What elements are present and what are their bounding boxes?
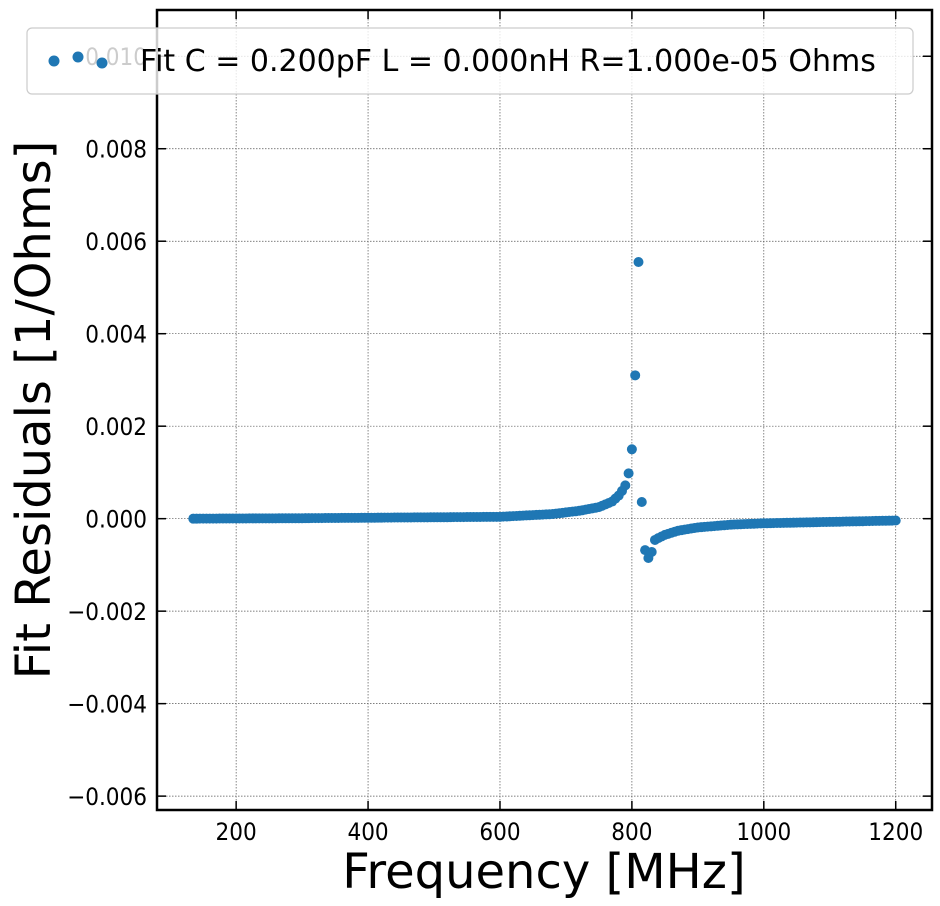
data-point bbox=[620, 480, 631, 491]
plot-frame bbox=[155, 8, 934, 812]
x-tick-label: 200 bbox=[216, 818, 257, 846]
y-tick-label: 0.002 bbox=[85, 413, 147, 441]
grid-lines bbox=[157, 10, 932, 810]
x-tick-label: 1000 bbox=[736, 818, 791, 846]
y-tick-label: −0.004 bbox=[67, 691, 147, 719]
legend-label: Fit C = 0.200pF L = 0.000nH R=1.000e-05 … bbox=[140, 44, 876, 79]
y-tick-label: −0.002 bbox=[67, 598, 147, 626]
data-point bbox=[626, 444, 637, 455]
y-axis-label: Fit Residuals [1/Ohms] bbox=[6, 141, 62, 680]
data-point bbox=[633, 257, 644, 268]
legend: Fit C = 0.200pF L = 0.000nH R=1.000e-05 … bbox=[26, 27, 914, 95]
y-tick-label: 0.008 bbox=[85, 136, 147, 164]
data-point bbox=[636, 497, 647, 508]
data-point bbox=[623, 468, 634, 479]
legend-marker bbox=[72, 51, 84, 63]
x-axis-label: Frequency [MHz] bbox=[342, 844, 745, 900]
data-point bbox=[646, 546, 657, 557]
y-tick-label: 0.000 bbox=[85, 506, 147, 534]
ticks bbox=[157, 10, 932, 810]
data-points bbox=[188, 257, 901, 563]
data-point bbox=[890, 515, 901, 526]
data-point bbox=[630, 370, 641, 381]
legend-box bbox=[26, 27, 914, 95]
x-tick-label: 1200 bbox=[868, 818, 923, 846]
legend-marker bbox=[96, 57, 108, 69]
y-tick-label: −0.006 bbox=[67, 783, 147, 811]
x-tick-label: 400 bbox=[347, 818, 388, 846]
legend-marker bbox=[48, 55, 60, 67]
y-tick-label: 0.006 bbox=[85, 228, 147, 256]
y-tick-label: 0.004 bbox=[85, 321, 147, 349]
tick-labels: 200 400 600 800 1000 1200 −0.006 −0.004 −0.002 0.… bbox=[67, 43, 923, 846]
x-tick-label: 800 bbox=[611, 818, 652, 846]
x-tick-label: 600 bbox=[479, 818, 520, 846]
